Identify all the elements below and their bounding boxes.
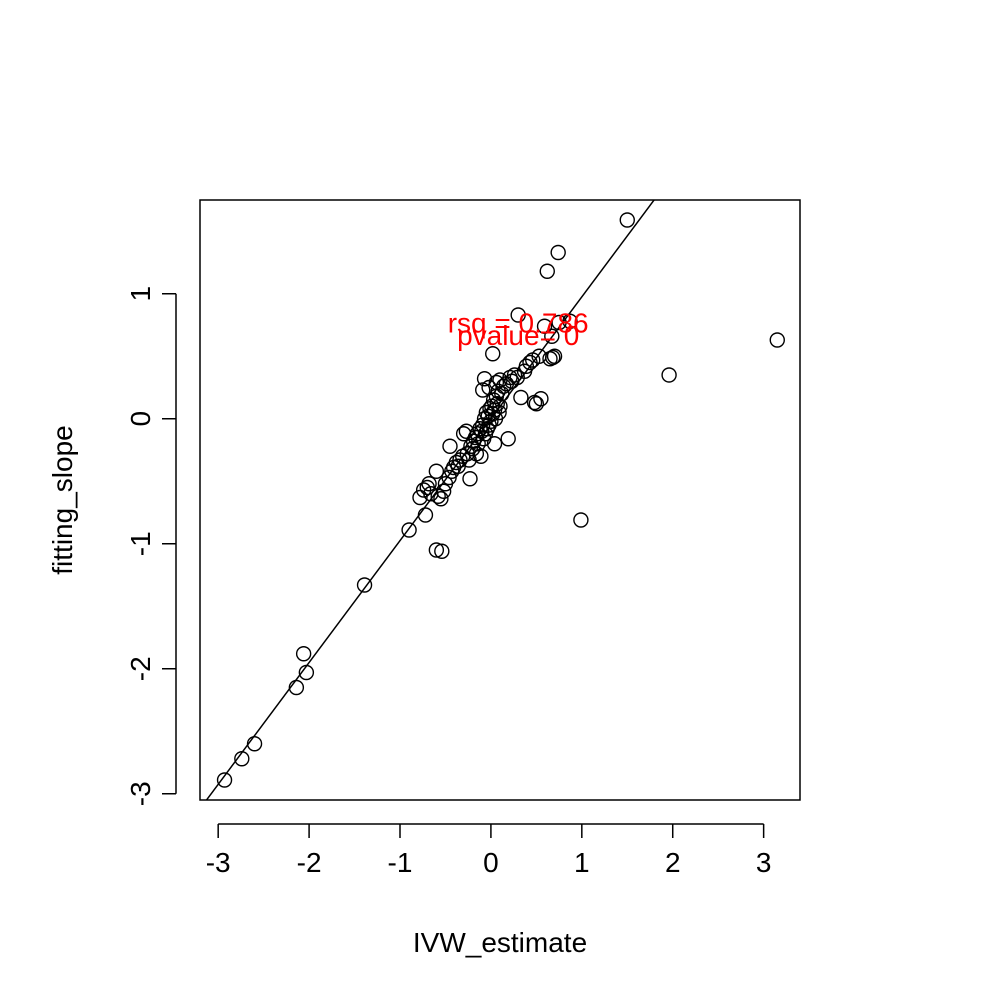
data-point [298, 664, 315, 681]
x-tick-label: 3 [756, 847, 772, 878]
y-tick-label: -1 [125, 531, 156, 556]
data-point [489, 396, 505, 412]
data-point [295, 646, 312, 662]
data-point [234, 751, 250, 767]
data-point [506, 367, 523, 383]
x-tick-label: -1 [388, 847, 413, 878]
stat-annotation: pvalue= 0 [457, 320, 579, 351]
data-point [528, 396, 545, 412]
data-point [494, 386, 510, 402]
x-axis-title: IVW_estimate [413, 927, 587, 958]
x-tick-label: -3 [206, 847, 231, 878]
data-point [462, 471, 478, 487]
data-point [473, 448, 489, 464]
data-point [550, 244, 566, 261]
x-tick-label: 2 [665, 847, 681, 878]
x-tick-label: 1 [574, 847, 590, 878]
data-point [539, 263, 555, 279]
data-point [562, 313, 578, 329]
data-point [423, 486, 439, 502]
data-point [769, 332, 785, 348]
data-point [412, 489, 428, 506]
data-point [476, 371, 493, 387]
data-point [486, 436, 503, 452]
data-point [216, 772, 233, 788]
points-layer [216, 212, 785, 788]
data-point [430, 488, 446, 504]
data-point [544, 328, 560, 344]
x-axis: -3 -2 -1 0 1 2 3 [206, 823, 772, 878]
data-point [435, 483, 452, 499]
stat-annotation: rsq = 0.786 [448, 308, 589, 339]
plot-frame [199, 199, 801, 801]
data-point [472, 421, 488, 437]
y-axis: -3 -2 -1 0 1 [125, 286, 177, 806]
y-tick-label: 1 [125, 286, 156, 302]
data-point [428, 542, 445, 558]
data-point [485, 346, 501, 362]
data-point [421, 476, 437, 492]
data-point [401, 522, 417, 538]
data-point [545, 349, 561, 366]
data-point [491, 404, 507, 421]
data-point [513, 389, 529, 406]
data-point [434, 543, 450, 559]
data-point [533, 391, 549, 407]
x-tick-label: -2 [297, 847, 322, 878]
data-point [246, 736, 263, 752]
data-point [492, 398, 508, 414]
data-point [500, 431, 516, 447]
data-point [442, 438, 458, 454]
y-axis-title: fitting_slope [47, 425, 78, 574]
data-point [619, 212, 635, 228]
data-point [536, 318, 553, 334]
y-tick-label: 0 [125, 411, 156, 427]
y-tick-label: -2 [125, 656, 156, 681]
y-tick-label: -3 [125, 781, 156, 806]
data-point [428, 463, 445, 479]
data-point [510, 307, 526, 323]
data-point [551, 314, 567, 331]
data-point [288, 679, 305, 696]
data-point [661, 367, 677, 383]
data-point [546, 348, 563, 364]
fit-line [205, 200, 656, 800]
data-point [417, 507, 434, 523]
data-point [475, 382, 491, 398]
data-point [356, 577, 373, 593]
data-point [433, 491, 449, 507]
data-point [573, 512, 589, 528]
x-tick-label: 0 [483, 847, 499, 878]
